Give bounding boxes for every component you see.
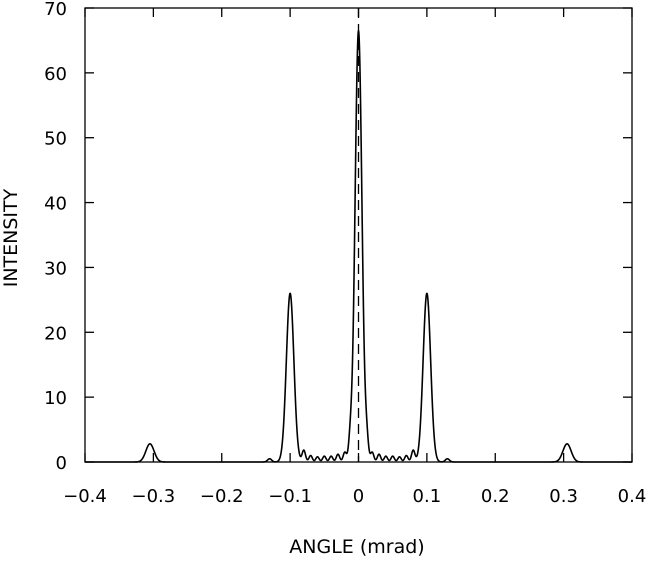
y-tick-label: 10 xyxy=(44,388,67,409)
x-axis-label: ANGLE (mrad) xyxy=(289,536,424,558)
y-tick-label: 0 xyxy=(56,453,67,474)
y-tick-label: 50 xyxy=(44,129,67,150)
x-tick-label: 0.4 xyxy=(618,486,647,507)
y-axis-label: INTENSITY xyxy=(0,188,22,287)
x-tick-label: −0.3 xyxy=(132,486,176,507)
y-tick-label: 70 xyxy=(44,0,67,20)
intensity-series-line xyxy=(84,29,633,463)
ticks-layer: −0.4 −0.3 −0.2 −0.1 0 0.1 0.2 0.3 0.4 0 10 20 30 40 50… xyxy=(44,0,646,507)
x-tick-label: −0.4 xyxy=(63,486,107,507)
x-tick-label: 0.3 xyxy=(549,486,578,507)
y-tick-label: 30 xyxy=(44,258,67,279)
x-tick-label: 0.1 xyxy=(413,486,442,507)
x-tick-label: −0.1 xyxy=(268,486,312,507)
y-tick-label: 40 xyxy=(44,194,67,215)
x-tick-label: 0 xyxy=(353,486,364,507)
y-tick-label: 20 xyxy=(44,323,67,344)
series-layer xyxy=(84,29,633,463)
x-tick-label: 0.2 xyxy=(481,486,510,507)
y-tick-label: 60 xyxy=(44,64,67,85)
x-tick-label: −0.2 xyxy=(200,486,244,507)
